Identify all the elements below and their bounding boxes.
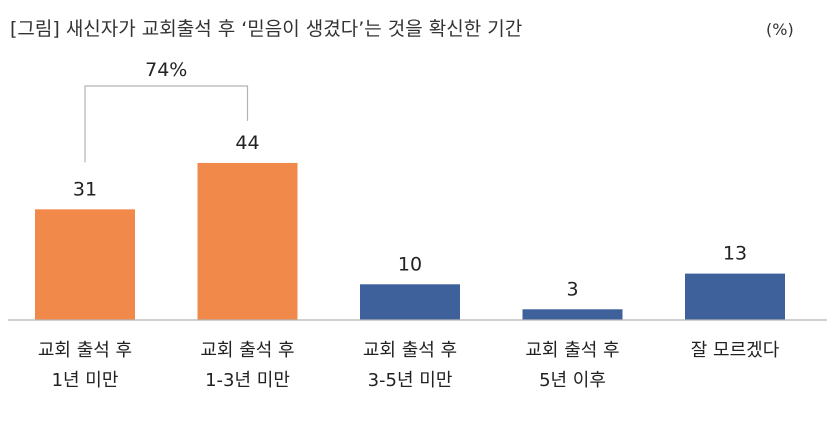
category-label-2-line-1: 교회 출석 후: [200, 340, 294, 361]
value-label-1: 31: [73, 178, 97, 200]
category-label-3-line-2: 3-5년 미만: [368, 370, 453, 391]
value-label-5: 13: [723, 243, 747, 265]
category-label-2-line-2: 1-3년 미만: [205, 370, 290, 391]
bar-5: [685, 273, 785, 320]
bar-3: [360, 284, 460, 320]
bars-group: [35, 162, 785, 320]
value-label-3: 10: [398, 253, 422, 275]
bar-4: [522, 309, 623, 320]
sum-bracket: 74%: [84, 59, 249, 163]
bar-2: [197, 162, 298, 320]
unit-label: (%): [766, 20, 794, 39]
value-label-4: 3: [566, 278, 578, 300]
chart-title: [그림] 새신자가 교회출석 후 ‘믿음이 생겼다’는 것을 확신한 기간: [10, 18, 522, 40]
value-labels-group: 31 44 10 3 13: [73, 132, 747, 300]
category-labels-group: 교회 출석 후 1년 미만 교회 출석 후 1-3년 미만 교회 출석 후 3-5년 미만…: [38, 340, 780, 391]
category-label-1-line-2: 1년 미만: [52, 370, 119, 391]
category-label-5-line-1: 잘 모르겠다: [691, 340, 780, 361]
bar-1: [35, 209, 135, 320]
category-label-4-line-1: 교회 출석 후: [525, 340, 619, 361]
category-label-3-line-1: 교회 출석 후: [363, 340, 457, 361]
bracket-sum-label: 74%: [145, 59, 187, 81]
bracket-line: [84, 85, 249, 163]
category-label-1-line-1: 교회 출석 후: [38, 340, 132, 361]
value-label-2: 44: [235, 132, 259, 154]
category-label-4-line-2: 5년 이후: [539, 370, 606, 391]
